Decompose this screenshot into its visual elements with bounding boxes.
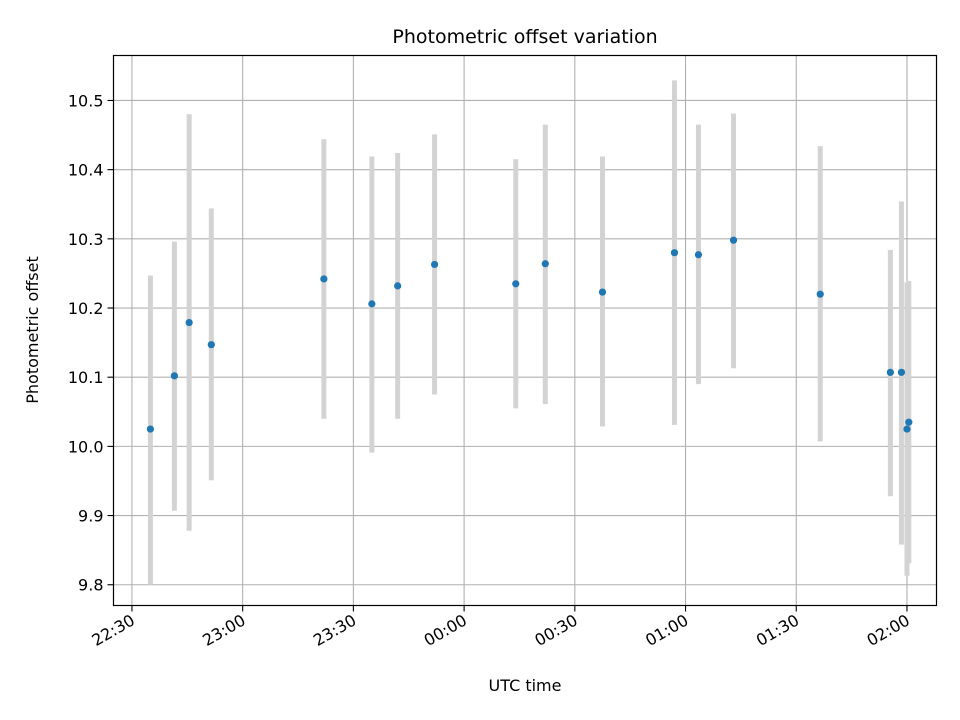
data-point <box>816 290 824 298</box>
data-point <box>368 300 376 308</box>
y-tick-label: 10.0 <box>68 437 104 456</box>
y-tick-label: 9.9 <box>78 507 103 526</box>
x-tick-label: 23:30 <box>310 611 359 651</box>
y-axis: 9.8 9.9 10.0 10.1 10.2 10.3 10.4 10.5 <box>68 91 114 595</box>
data-point <box>598 288 607 296</box>
y-tick-label: 10.5 <box>68 91 104 110</box>
data-point <box>512 280 520 288</box>
x-tick-label: 01:00 <box>642 611 691 651</box>
x-tick-label: 02:00 <box>864 611 913 651</box>
data-point <box>170 372 178 380</box>
y-tick-label: 10.3 <box>68 230 104 249</box>
data-point <box>320 275 328 283</box>
x-tick-label: 22:30 <box>89 611 138 651</box>
grid-layer <box>113 55 937 606</box>
data-point <box>394 282 402 290</box>
data-point <box>886 368 894 376</box>
data-point <box>670 249 679 257</box>
y-tick-label: 10.2 <box>68 299 104 318</box>
x-tick-label: 01:30 <box>753 611 802 651</box>
x-tick-label: 00:30 <box>531 611 580 651</box>
x-axis-label: UTC time <box>489 676 562 695</box>
y-axis-label: Photometric offset <box>23 256 42 404</box>
data-point <box>146 425 155 433</box>
data-point <box>207 341 215 349</box>
chart-title: Photometric offset variation <box>392 26 657 48</box>
point-layer <box>146 236 913 433</box>
x-axis: 22:30 23:00 23:30 00:00 00:30 01:00 01:30 02:00 <box>89 605 913 651</box>
data-point <box>897 368 906 376</box>
x-tick-label: 23:00 <box>199 611 248 651</box>
data-point <box>430 260 439 269</box>
y-tick-label: 9.8 <box>78 576 103 595</box>
y-tick-label: 10.1 <box>68 368 104 387</box>
y-tick-label: 10.4 <box>68 161 104 180</box>
plot-frame <box>112 54 938 607</box>
data-point <box>185 318 193 327</box>
data-point <box>541 260 549 268</box>
errorbar-layer <box>147 80 912 585</box>
data-point <box>694 251 703 259</box>
x-tick-label: 00:00 <box>421 611 470 651</box>
data-point <box>903 425 911 433</box>
data-point <box>729 236 738 244</box>
data-point <box>905 418 913 426</box>
